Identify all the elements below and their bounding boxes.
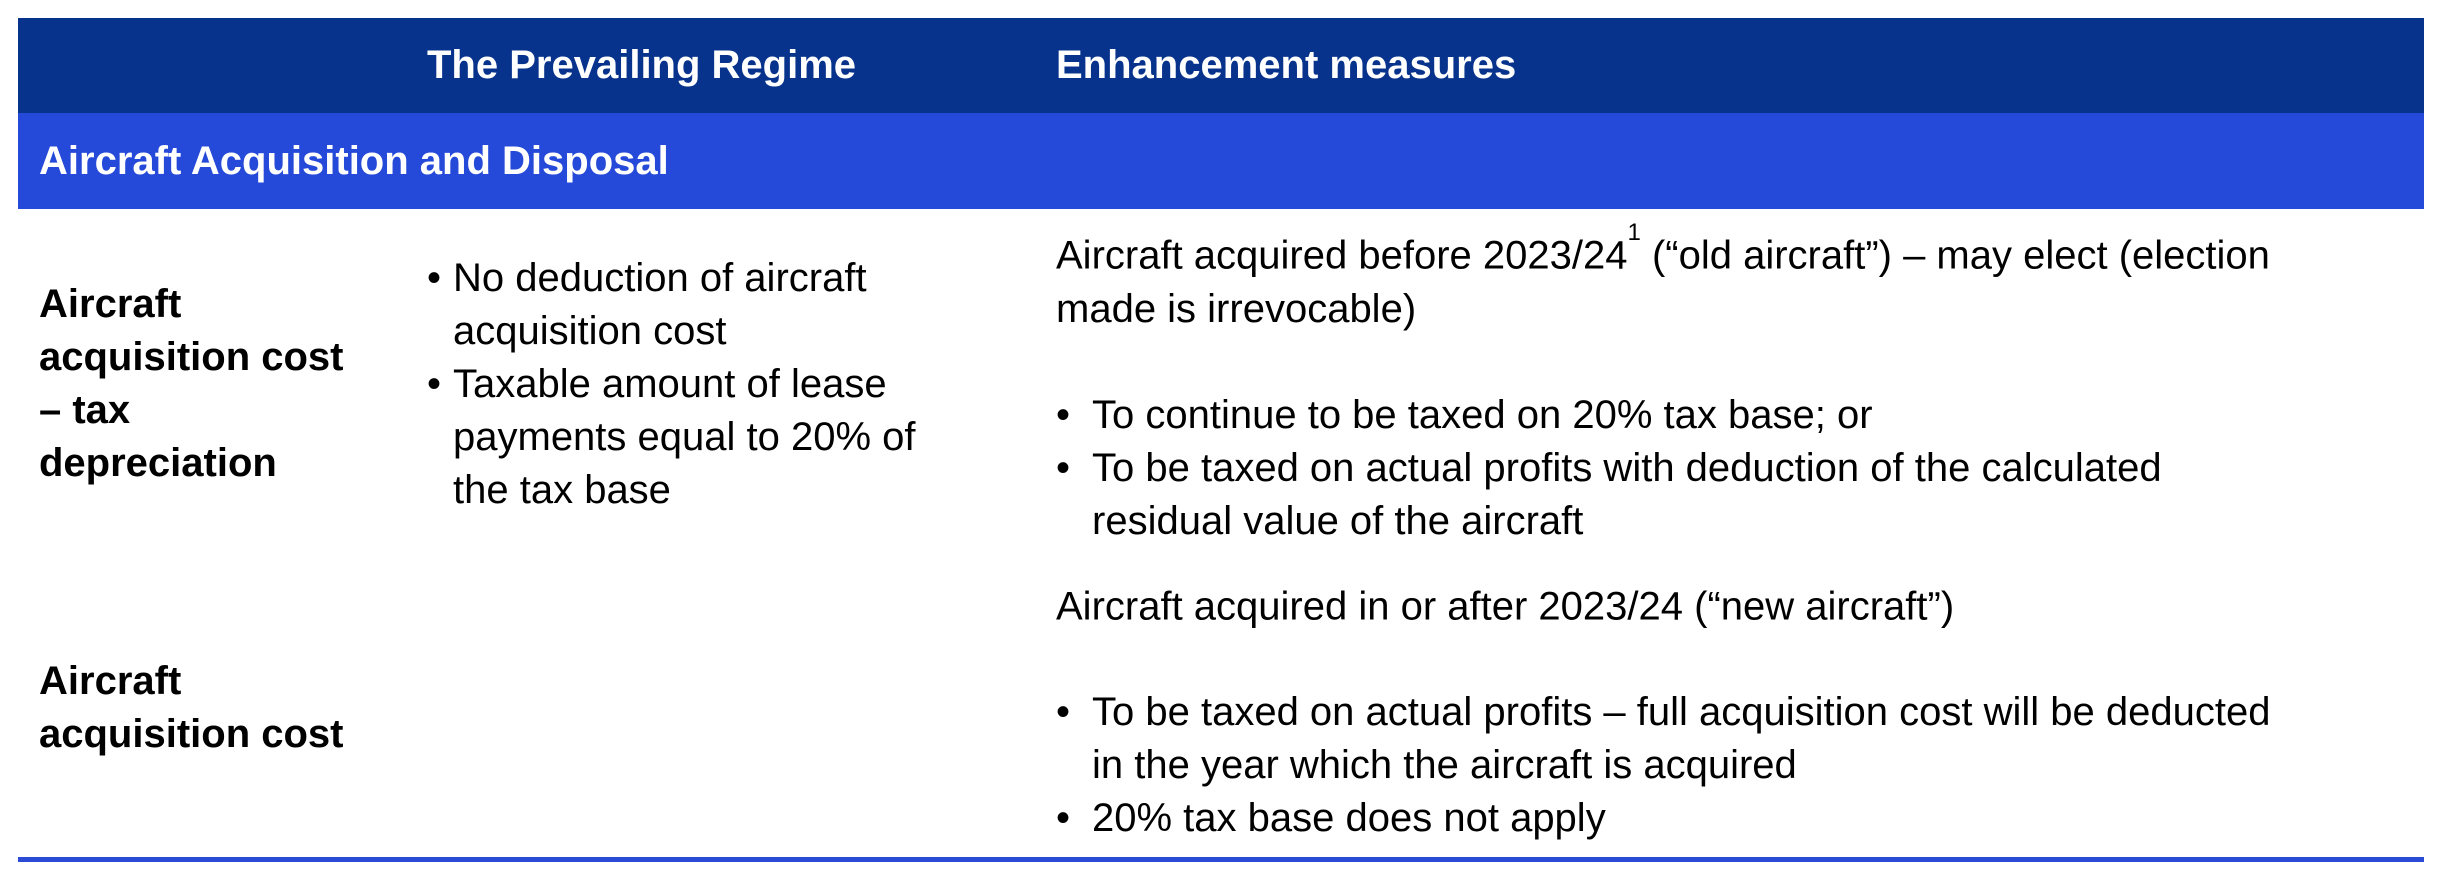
prevailing-regime-cell: • No deduction of aircraft acquisition c… <box>412 209 1044 559</box>
footnote-marker: 1 <box>1627 219 1641 247</box>
enhancement-paragraph: Aircraft acquired in or after 2023/24 (“… <box>1056 571 2404 633</box>
bullet-item: • To continue to be taxed on 20% tax bas… <box>1056 389 2404 442</box>
bullet-item: • To be taxed on actual profits with ded… <box>1056 442 2404 548</box>
paragraph-text: Aircraft acquired before 2023/24 <box>1056 233 1628 278</box>
bullet-text: To be taxed on actual profits with deduc… <box>1092 445 2162 543</box>
row-label: Aircraft acquisition cost – tax deprecia… <box>39 282 344 485</box>
table-header-row: The Prevailing Regime Enhancement measur… <box>18 18 2424 113</box>
bullet-item: • 20% tax base does not apply <box>1056 792 2404 845</box>
paragraph-text: Aircraft acquired in or after 2023/24 (“… <box>1056 584 1955 629</box>
bullet-text: To be taxed on actual profits – full acq… <box>1092 690 2271 788</box>
bullet-item: • To be taxed on actual profits – full a… <box>1056 686 2404 792</box>
bullet-text: Taxable amount of lease payments equal t… <box>453 361 916 512</box>
table-row-tax-depreciation: Aircraft acquisition cost – tax deprecia… <box>18 209 2424 559</box>
section-title: Aircraft Acquisition and Disposal <box>39 138 669 183</box>
bullet-text: To continue to be taxed on 20% tax base;… <box>1092 392 1873 437</box>
bullet-list: • To be taxed on actual profits – full a… <box>1056 686 2404 845</box>
prevailing-regime-cell <box>412 559 1044 857</box>
row-label: Aircraft acquisition cost <box>39 659 344 756</box>
bullet-marker: • <box>1056 796 1071 841</box>
table-row-acquisition-cost: Aircraft acquisition cost Aircraft acqui… <box>18 559 2424 857</box>
bullet-text: No deduction of aircraft acquisition cos… <box>453 255 867 353</box>
enhancement-measures-cell: Aircraft acquired in or after 2023/24 (“… <box>1044 559 2424 857</box>
bullet-marker: • <box>427 361 442 406</box>
bullet-list: • To continue to be taxed on 20% tax bas… <box>1056 389 2404 548</box>
bullet-item: • Taxable amount of lease payments equal… <box>427 358 1044 517</box>
bullet-marker: • <box>1056 690 1071 735</box>
bullet-list: • No deduction of aircraft acquisition c… <box>427 252 1044 517</box>
bottom-divider <box>18 857 2424 862</box>
bullet-marker: • <box>1056 392 1071 437</box>
bullet-marker: • <box>1056 445 1071 490</box>
header-prevailing-regime: The Prevailing Regime <box>427 43 857 87</box>
tax-regime-table: The Prevailing Regime Enhancement measur… <box>18 18 2424 862</box>
bullet-item: • No deduction of aircraft acquisition c… <box>427 252 1044 358</box>
enhancement-paragraph: Aircraft acquired before 2023/241 (“old … <box>1056 219 2404 335</box>
header-enhancement-measures: Enhancement measures <box>1056 43 1517 87</box>
bullet-marker: • <box>427 255 442 300</box>
enhancement-measures-cell: Aircraft acquired before 2023/241 (“old … <box>1044 209 2424 559</box>
header-empty-cell <box>18 18 412 113</box>
paragraph-text: (“old aircraft”) – may elect (election m… <box>1056 233 2270 331</box>
section-header-row: Aircraft Acquisition and Disposal <box>18 113 2424 209</box>
bullet-text: 20% tax base does not apply <box>1092 796 1606 841</box>
